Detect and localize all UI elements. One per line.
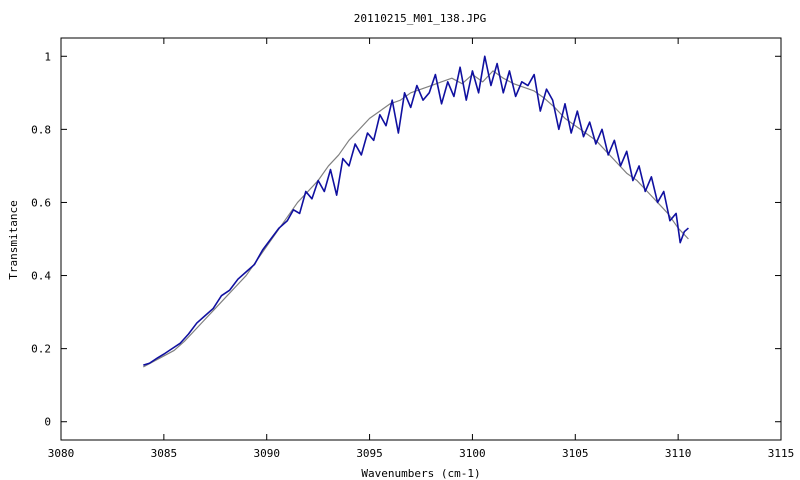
x-tick-label: 3095 (356, 447, 383, 460)
y-tick-label: 0.8 (31, 123, 51, 136)
x-tick-label: 3115 (768, 447, 795, 460)
series-line-2 (143, 55, 689, 366)
y-tick-label: 0.4 (31, 270, 51, 283)
x-tick-label: 3080 (48, 447, 75, 460)
y-tick-label: 0.6 (31, 196, 51, 209)
x-tick-label: 3105 (562, 447, 589, 460)
plot-frame (60, 37, 782, 441)
y-tick-label: 0.2 (31, 343, 51, 356)
y-tick-label: 1 (44, 50, 51, 63)
plot-area: 3080 3085 3090 3095 3100 3105 3110 3115 0 0.2 0.4… (31, 37, 795, 460)
chart-title: 20110215_M01_138.JPG (354, 12, 486, 25)
x-axis: 3080 3085 3090 3095 3100 3105 3110 3115 (48, 38, 795, 460)
x-tick-label: 3110 (665, 447, 692, 460)
x-tick-label: 3100 (459, 447, 486, 460)
x-axis-label: Wavenumbers (cm-1) (361, 467, 480, 480)
series-layer (143, 55, 689, 368)
y-axis: 0 0.2 0.4 0.6 0.8 1 (31, 50, 781, 429)
series-line-1 (143, 70, 689, 368)
x-tick-label: 3085 (151, 447, 178, 460)
y-axis-label: Transmitance (7, 200, 20, 279)
x-tick-label: 3090 (253, 447, 280, 460)
y-tick-label: 0 (44, 416, 51, 429)
